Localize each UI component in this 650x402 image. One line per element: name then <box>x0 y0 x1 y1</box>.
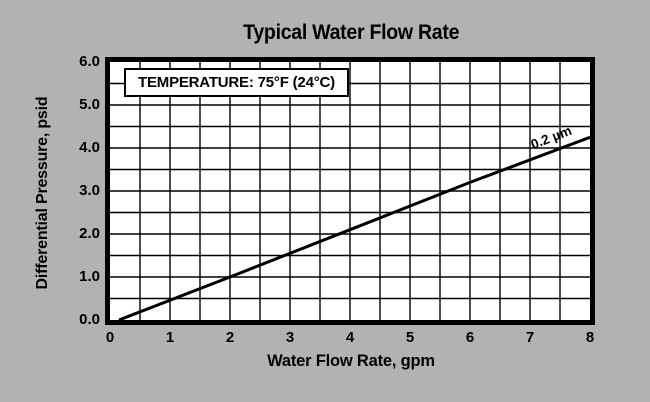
y-tick-label: 0.0 <box>79 311 100 328</box>
x-tick-label: 1 <box>165 329 175 346</box>
y-tick-label: 1.0 <box>79 268 100 285</box>
plot-grid-and-series: 0.2 µm <box>110 62 590 320</box>
temperature-annotation-box: TEMPERATURE: 75°F (24°C) <box>124 68 349 97</box>
x-tick-label: 6 <box>465 329 475 346</box>
chart-title: Typical Water Flow Rate <box>106 21 596 45</box>
x-tick-label: 4 <box>345 329 355 346</box>
y-tick-label: 4.0 <box>79 139 100 156</box>
y-tick-label: 5.0 <box>79 96 100 113</box>
x-tick-label: 8 <box>585 329 595 346</box>
y-tick-label: 2.0 <box>79 225 100 242</box>
y-tick-label: 6.0 <box>79 53 100 70</box>
plot-area: 0.2 µm TEMPERATURE: 75°F (24°C) <box>105 57 595 325</box>
chart-title-text: Typical Water Flow Rate <box>242 21 460 44</box>
series-line <box>118 135 590 320</box>
x-tick-label: 2 <box>225 329 235 346</box>
x-tick-label: 3 <box>285 329 295 346</box>
x-tick-label: 7 <box>525 329 535 346</box>
x-tick-label: 0 <box>105 329 115 346</box>
x-tick-label: 5 <box>405 329 415 346</box>
temperature-annotation-text: TEMPERATURE: 75°F (24°C) <box>138 74 335 91</box>
x-axis-label: Water Flow Rate, gpm <box>267 352 435 370</box>
y-tick-label: 3.0 <box>79 182 100 199</box>
y-axis-label: Differential Pressure, psid <box>34 96 51 290</box>
